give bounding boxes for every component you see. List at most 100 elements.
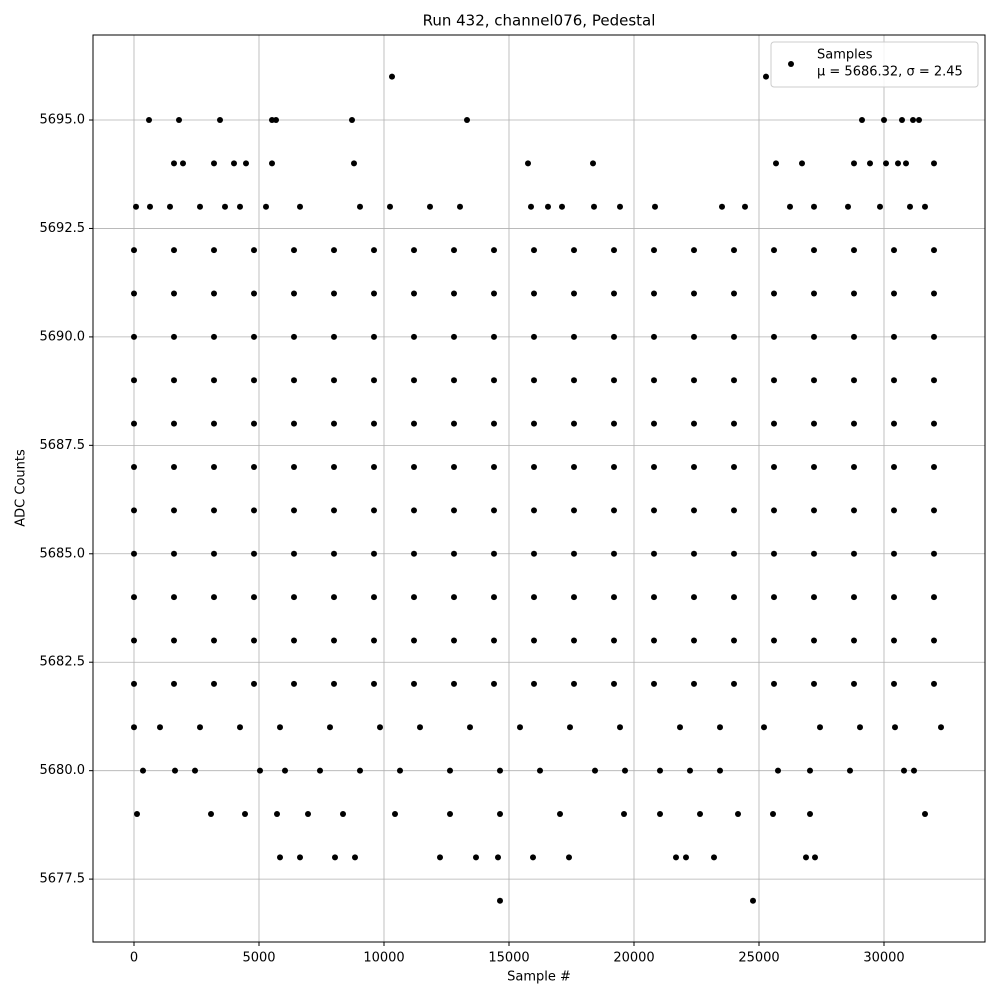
sample-point — [531, 464, 537, 471]
sample-point — [731, 420, 737, 427]
sample-point — [134, 811, 140, 818]
sample-point — [931, 160, 937, 167]
sample-point — [473, 854, 479, 861]
sample-point — [571, 637, 577, 644]
sample-point — [591, 203, 597, 210]
sample-point — [451, 680, 457, 687]
sample-point — [497, 811, 503, 818]
sample-point — [891, 247, 897, 254]
sample-point — [891, 377, 897, 384]
sample-point — [611, 464, 617, 471]
sample-point — [427, 203, 433, 210]
y-tick-label: 5682.5 — [40, 655, 86, 670]
sample-point — [770, 811, 776, 818]
sample-point — [157, 724, 163, 731]
sample-point — [331, 594, 337, 601]
sample-point — [697, 811, 703, 818]
sample-point — [891, 637, 897, 644]
sample-point — [192, 767, 198, 774]
sample-point — [451, 247, 457, 254]
sample-point — [371, 377, 377, 384]
sample-point — [657, 767, 663, 774]
sample-point — [691, 594, 697, 601]
sample-point — [491, 464, 497, 471]
sample-point — [131, 637, 137, 644]
sample-point — [371, 550, 377, 557]
sample-point — [611, 247, 617, 254]
sample-point — [171, 550, 177, 557]
sample-point — [251, 290, 257, 297]
sample-point — [331, 290, 337, 297]
sample-point — [491, 377, 497, 384]
sample-point — [691, 507, 697, 514]
sample-point — [172, 767, 178, 774]
sample-point — [491, 594, 497, 601]
sample-point — [331, 247, 337, 254]
sample-point — [651, 680, 657, 687]
sample-point — [340, 811, 346, 818]
sample-point — [811, 680, 817, 687]
sample-point — [131, 333, 137, 340]
sample-point — [651, 247, 657, 254]
y-tick-label: 5677.5 — [40, 872, 86, 887]
sample-point — [282, 767, 288, 774]
grid — [93, 35, 985, 942]
legend-box — [770, 41, 979, 88]
sample-point — [251, 247, 257, 254]
sample-point — [331, 680, 337, 687]
sample-point — [277, 724, 283, 731]
sample-point — [571, 290, 577, 297]
sample-point — [211, 637, 217, 644]
sample-point — [763, 73, 769, 80]
sample-point — [331, 377, 337, 384]
sample-point — [651, 550, 657, 557]
sample-point — [451, 637, 457, 644]
sample-point — [317, 767, 323, 774]
sample-point — [891, 333, 897, 340]
sample-point — [811, 464, 817, 471]
sample-point — [931, 420, 937, 427]
sample-point — [817, 724, 823, 731]
sample-point — [931, 247, 937, 254]
sample-point — [911, 767, 917, 774]
sample-point — [417, 724, 423, 731]
sample-point — [691, 290, 697, 297]
sample-point — [451, 594, 457, 601]
sample-point — [491, 290, 497, 297]
sample-point — [651, 377, 657, 384]
sample-point — [590, 160, 596, 167]
sample-point — [531, 550, 537, 557]
sample-point — [131, 290, 137, 297]
sample-point — [208, 811, 214, 818]
sample-point — [491, 247, 497, 254]
sample-point — [677, 724, 683, 731]
sample-point — [771, 420, 777, 427]
sample-point — [251, 377, 257, 384]
sample-point — [397, 767, 403, 774]
sample-point — [731, 247, 737, 254]
sample-point — [545, 203, 551, 210]
sample-point — [140, 767, 146, 774]
sample-point — [371, 507, 377, 514]
sample-point — [851, 377, 857, 384]
sample-point — [297, 203, 303, 210]
sample-point — [611, 594, 617, 601]
sample-point — [411, 420, 417, 427]
sample-point — [799, 160, 805, 167]
sample-point — [531, 290, 537, 297]
sample-point — [859, 117, 865, 124]
sample-point — [611, 637, 617, 644]
sample-point — [171, 247, 177, 254]
sample-point — [651, 333, 657, 340]
sample-point — [537, 767, 543, 774]
sample-point — [291, 420, 297, 427]
sample-point — [657, 811, 663, 818]
sample-point — [211, 507, 217, 514]
sample-point — [691, 333, 697, 340]
sample-point — [327, 724, 333, 731]
sample-point — [491, 507, 497, 514]
sample-point — [651, 420, 657, 427]
sample-point — [497, 767, 503, 774]
